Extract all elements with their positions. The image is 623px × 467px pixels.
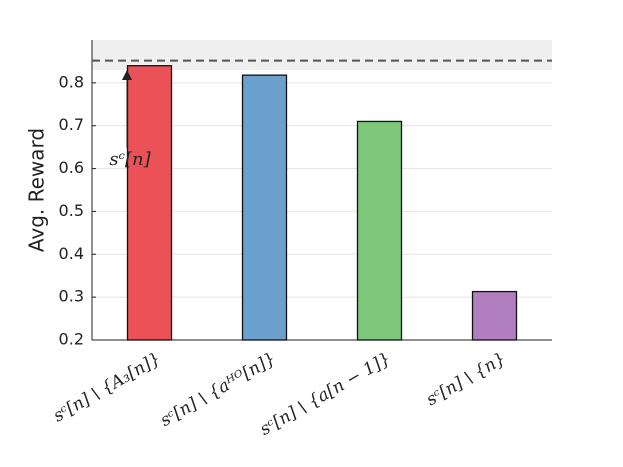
y-tick-label: 0.2: [59, 330, 84, 349]
y-tick-label: 0.3: [59, 287, 84, 306]
reference-band: [92, 40, 552, 70]
x-tick-label: sᶜ[n] \ {a[n − 1]}: [257, 349, 395, 440]
y-tick-label: 0.7: [59, 115, 84, 134]
bar: [126, 65, 173, 341]
x-tick-label: sᶜ[n] \ {A₃[n]}: [50, 349, 164, 427]
y-tick-label: 0.8: [59, 72, 84, 91]
y-tick-label: 0.4: [59, 244, 84, 263]
y-axis-label: Avg. Reward: [25, 128, 49, 252]
y-tick-label: 0.5: [59, 201, 84, 220]
bar: [241, 74, 288, 341]
bar: [356, 120, 403, 341]
annotation-arrowhead: [122, 70, 132, 80]
x-tick-label: sᶜ[n] \ {n}: [423, 349, 509, 410]
annotation: sᶜ[n]: [109, 149, 151, 170]
y-tick-label: 0.6: [59, 158, 84, 177]
x-tick-label: sᶜ[n] \ {aᴴᴼ[n]}: [157, 349, 279, 431]
bar: [471, 290, 518, 341]
